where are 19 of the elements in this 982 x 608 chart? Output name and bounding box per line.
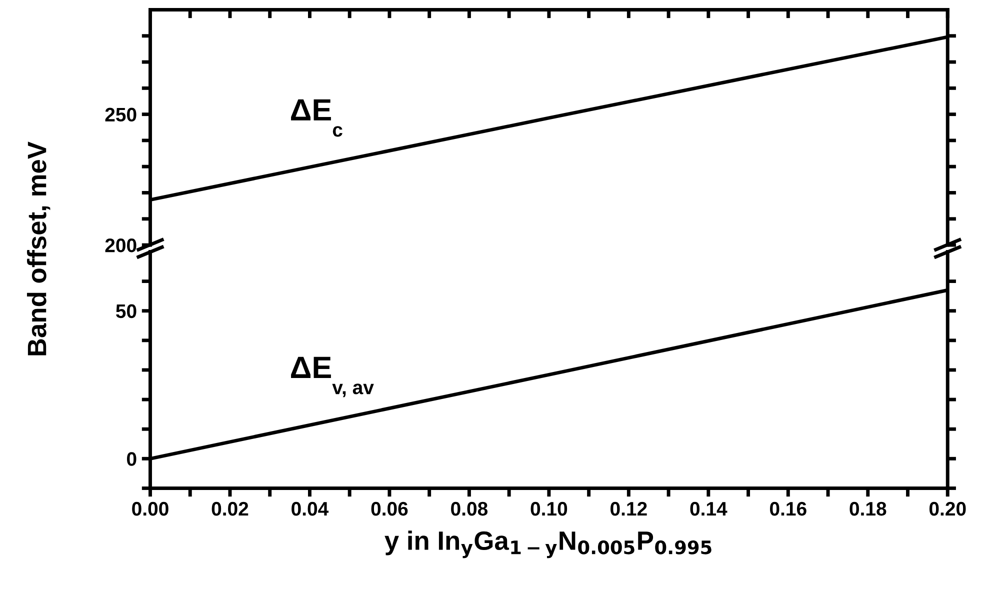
series-label: ΔEv, av	[291, 356, 374, 398]
x-tick-label: 0.06	[371, 502, 408, 516]
x-tick-label: 0.02	[212, 502, 248, 516]
x-tick-label: 0.16	[770, 502, 806, 516]
x-axis-title: y in In$_{y}$Ga$_{1−y}$N$_{0.005}$P$_{0.995}$	[384, 530, 712, 558]
x-tick-label: 0.14	[690, 502, 728, 516]
y-tick-label: 50	[116, 304, 136, 318]
x-tick-label: 0.20	[929, 502, 966, 516]
y-tick-label: 250	[105, 108, 136, 122]
x-tick-label: 0.18	[850, 502, 886, 516]
x-tick-label: 0.12	[610, 502, 647, 516]
x-tick-label: 0.00	[132, 502, 168, 516]
x-tick-label: 0.08	[451, 502, 488, 516]
y-axis-title: Band offset, meV	[26, 142, 50, 356]
y-tick-label: 0	[127, 452, 136, 466]
x-tick-label: 0.04	[292, 502, 329, 516]
x-tick-label: 0.10	[530, 502, 568, 516]
y-tick-label: 200	[105, 238, 136, 252]
series-label: ΔEc	[291, 99, 342, 137]
